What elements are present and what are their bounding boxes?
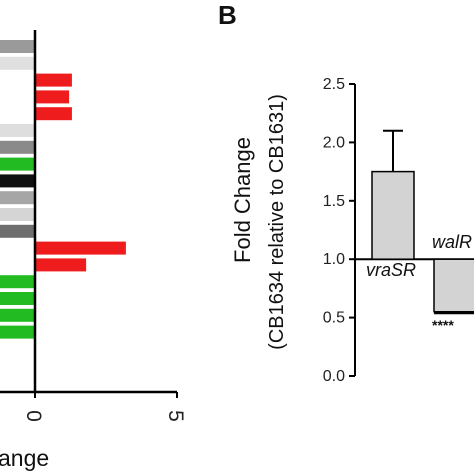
panel-a-bar (35, 107, 72, 121)
panel-b-category-label: vraSR (366, 260, 416, 280)
panel-a-bar (0, 191, 34, 205)
panel-b-y-tick-label: 1.0 (323, 251, 345, 268)
panel-b-y-tick-label: 0.5 (323, 310, 345, 327)
panel-b-label: B (218, 0, 237, 30)
panel-a-bar (35, 73, 72, 87)
panel-b-y-tick-label: 1.5 (323, 193, 345, 210)
panel-b-y-axis-label: Fold Change (230, 137, 255, 263)
panel-a-bar (0, 224, 34, 238)
panel-b-chart: 0.0 0.5 1.0 1.5 2.0 2.5 vraSR walR **** (323, 76, 474, 385)
panel-a-bar (0, 308, 34, 322)
panel-a-bar (0, 325, 34, 339)
panel-a-x-tick-label: 5 (164, 410, 187, 422)
panel-a-bar (0, 40, 34, 53)
panel-b-y-tick-label: 0.0 (323, 368, 345, 385)
panel-b-category-label: walR (432, 232, 472, 252)
panel-a-bar (35, 241, 126, 255)
panel-a-bar (0, 56, 34, 70)
panel-b-significance-label: **** (432, 317, 454, 333)
panel-a-bar (0, 174, 34, 188)
panel-a-bar (35, 258, 87, 272)
panel-a-bar (0, 292, 34, 305)
panel-a-bar (0, 140, 34, 154)
panel-a-bar (0, 275, 34, 289)
panel-b-bar (433, 258, 474, 313)
panel-a-x-axis-label: ange (0, 445, 49, 471)
panel-a-bar (0, 208, 34, 221)
panel-b-bar (371, 170, 415, 260)
panel-b-y-tick-label: 2.5 (323, 76, 345, 93)
panel-a-bar (0, 124, 34, 137)
panel-a-x-tick-label: 0 (22, 410, 45, 422)
panel-a-bar (35, 90, 70, 104)
panel-b-y-tick-label: 2.0 (323, 134, 345, 151)
panel-a-bar (0, 157, 34, 171)
panel-b-y-axis-label-2: (CB1634 relative to CB1631) (266, 94, 288, 350)
